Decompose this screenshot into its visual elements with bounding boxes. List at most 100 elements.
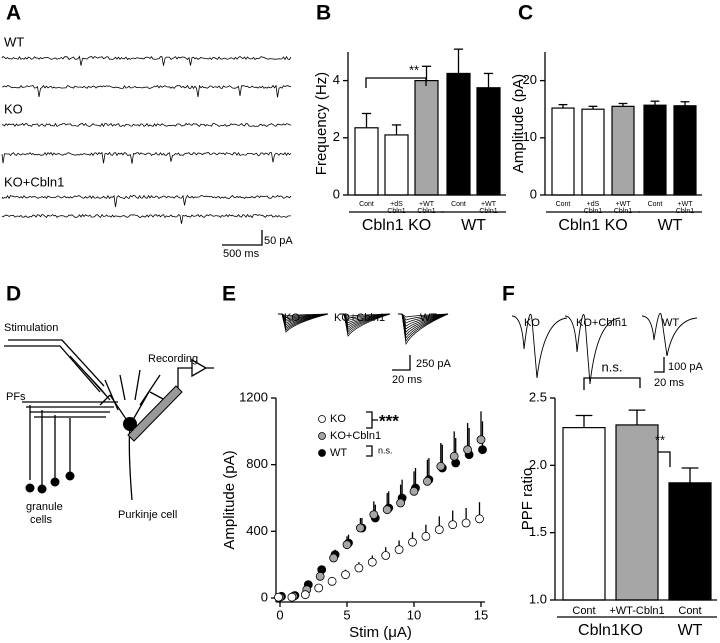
bracket	[583, 377, 641, 390]
x-tick-label: Cbln1	[479, 208, 497, 215]
legend-label: WT	[330, 447, 347, 459]
bar	[611, 105, 635, 196]
trace	[398, 313, 449, 321]
point	[476, 435, 486, 445]
point	[367, 557, 377, 567]
annotation: n.s.	[602, 359, 623, 374]
group-label: WT	[658, 217, 683, 234]
point	[327, 576, 337, 586]
bracket	[658, 451, 671, 467]
bar	[643, 104, 667, 196]
trace-label: WT	[662, 317, 679, 329]
point	[314, 583, 324, 593]
x-tick-label: 15	[474, 607, 488, 622]
y-tick-label: 2	[333, 129, 340, 144]
trace	[398, 313, 449, 330]
group-label: Cbln1 KO	[558, 217, 627, 234]
trace	[340, 313, 391, 337]
diagram-label: granule	[26, 501, 63, 513]
x-tick-label: Cbln1	[387, 208, 405, 215]
group-label: WT	[678, 622, 703, 639]
bar	[562, 427, 606, 601]
point	[422, 476, 432, 486]
scale-bar	[392, 355, 411, 371]
point	[409, 486, 419, 496]
trace	[564, 314, 621, 385]
y-tick-label: 800	[246, 456, 268, 471]
legend-marker	[318, 449, 326, 457]
bracket	[365, 77, 427, 88]
point	[315, 571, 325, 581]
panel-label: E	[222, 283, 236, 306]
y-axis-label: Frequency (Hz)	[313, 72, 330, 175]
x-tick-label: Cont	[572, 605, 595, 617]
annotation: **	[655, 432, 665, 447]
scale-label: 20 ms	[392, 374, 422, 386]
x-tick-label: +WT	[419, 201, 435, 208]
diagram-label: cells	[30, 514, 53, 526]
annotation: n.s.	[378, 445, 393, 455]
y-tick-label: 400	[246, 523, 268, 538]
trace-label: WT	[4, 34, 24, 49]
point	[478, 445, 487, 455]
bar	[476, 87, 501, 196]
panel-label: B	[316, 2, 331, 25]
panel-label: F	[502, 283, 515, 306]
y-tick-label: 10	[523, 129, 537, 144]
point	[461, 518, 471, 528]
panel-label: D	[6, 283, 21, 306]
legend-marker	[318, 415, 326, 423]
trace	[278, 313, 329, 333]
y-axis-label: Amplitude (pA)	[221, 450, 238, 549]
scale-label: 250 pA	[416, 358, 452, 370]
bar	[668, 482, 712, 601]
annotation: ***	[379, 411, 399, 430]
y-tick-label: 0	[333, 186, 340, 201]
y-tick-label: 20	[523, 72, 537, 87]
x-tick-label: +WT	[616, 201, 632, 208]
x-tick-label: Cbln1	[417, 208, 435, 215]
point	[449, 451, 459, 461]
labels: A B C D E F WT KO KO+Cbln1 50 pA 500 ms …	[4, 2, 704, 526]
trace	[398, 313, 449, 327]
x-tick-label: Cont	[678, 605, 701, 617]
trace	[398, 313, 449, 346]
trace	[1, 213, 291, 224]
x-tick-label: +WT-Cbln1	[609, 605, 664, 617]
group-label: Cbln1 KO	[362, 217, 431, 234]
point	[434, 525, 444, 535]
trace	[641, 312, 698, 357]
y-tick-label: 2.0	[529, 457, 547, 472]
scale-label: 20 ms	[654, 377, 684, 389]
x-tick-label: Cont	[451, 201, 466, 208]
point	[475, 514, 484, 524]
trace-label: KO+Cbln1	[576, 317, 627, 329]
point	[436, 461, 446, 471]
panel-label: A	[6, 2, 21, 25]
x-tick-label: +WT	[678, 201, 694, 208]
trace	[1, 151, 292, 164]
y-tick-label: 1.5	[529, 524, 547, 539]
point	[329, 553, 339, 563]
x-tick-label: 0	[276, 607, 283, 622]
y-tick-label: 1200	[239, 389, 268, 404]
y-tick-label: 2.5	[529, 389, 547, 404]
y-tick-label: 4	[333, 72, 340, 87]
bar	[581, 108, 605, 196]
point	[369, 510, 379, 520]
legend-label: KO	[330, 413, 346, 425]
point	[381, 551, 391, 560]
x-tick-label: +WT	[481, 201, 497, 208]
diagram	[4, 339, 214, 501]
x-tick-label: 10	[407, 607, 421, 622]
point	[382, 505, 392, 515]
x-tick-label: +dS	[587, 201, 600, 208]
point	[354, 563, 364, 573]
diagram-label: Recording	[148, 353, 198, 365]
scale-bar	[222, 230, 263, 246]
point	[341, 570, 350, 580]
y-axis-label: Amplitude (pA)	[510, 74, 527, 173]
legend-marker	[318, 432, 326, 440]
point	[355, 523, 365, 533]
